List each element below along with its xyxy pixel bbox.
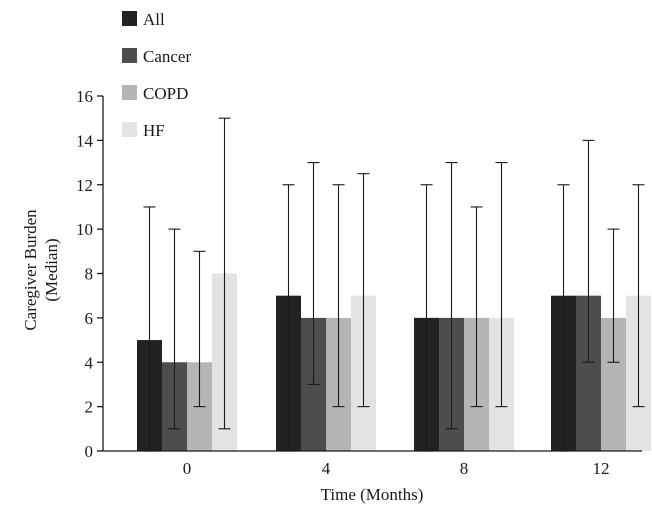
x-tick-label: 4: [322, 459, 331, 478]
legend-swatch: [122, 11, 137, 26]
x-tick-label: 8: [460, 459, 469, 478]
legend-item-all: All: [122, 10, 165, 29]
y-tick-label: 16: [76, 87, 93, 106]
y-axis-title: Caregiver Burden (Median): [21, 209, 61, 331]
x-axis-title: Time (Months): [321, 485, 424, 504]
x-axis: 0 4 8 12: [103, 450, 642, 478]
legend-label: COPD: [143, 84, 188, 103]
x-tick-label: 12: [593, 459, 610, 478]
legend-swatch: [122, 85, 137, 100]
bars: [137, 273, 651, 451]
x-tick-label: 0: [183, 459, 192, 478]
y-tick-label: 12: [76, 176, 93, 195]
legend-item-copd: COPD: [122, 84, 188, 103]
legend-item-hf: HF: [122, 121, 165, 140]
y-axis: 0 2 4 6 8 10 12 14 16: [76, 87, 104, 461]
legend-label: Cancer: [143, 47, 191, 66]
y-tick-label: 14: [76, 131, 94, 150]
y-axis-title-line: (Median): [42, 238, 61, 301]
legend-label: HF: [143, 121, 165, 140]
legend-swatch: [122, 122, 137, 137]
y-axis-title-line: Caregiver Burden: [21, 209, 40, 331]
y-tick-label: 4: [85, 353, 94, 372]
error-bars: [143, 117, 645, 452]
legend-label: All: [143, 10, 165, 29]
y-tick-label: 2: [85, 398, 94, 417]
y-tick-label: 8: [85, 265, 94, 284]
y-tick-label: 6: [85, 309, 94, 328]
y-tick-label: 10: [76, 220, 93, 239]
legend: All Cancer COPD HF: [122, 10, 191, 140]
legend-swatch: [122, 48, 137, 63]
y-tick-label: 0: [85, 442, 94, 461]
legend-item-cancer: Cancer: [122, 47, 191, 66]
